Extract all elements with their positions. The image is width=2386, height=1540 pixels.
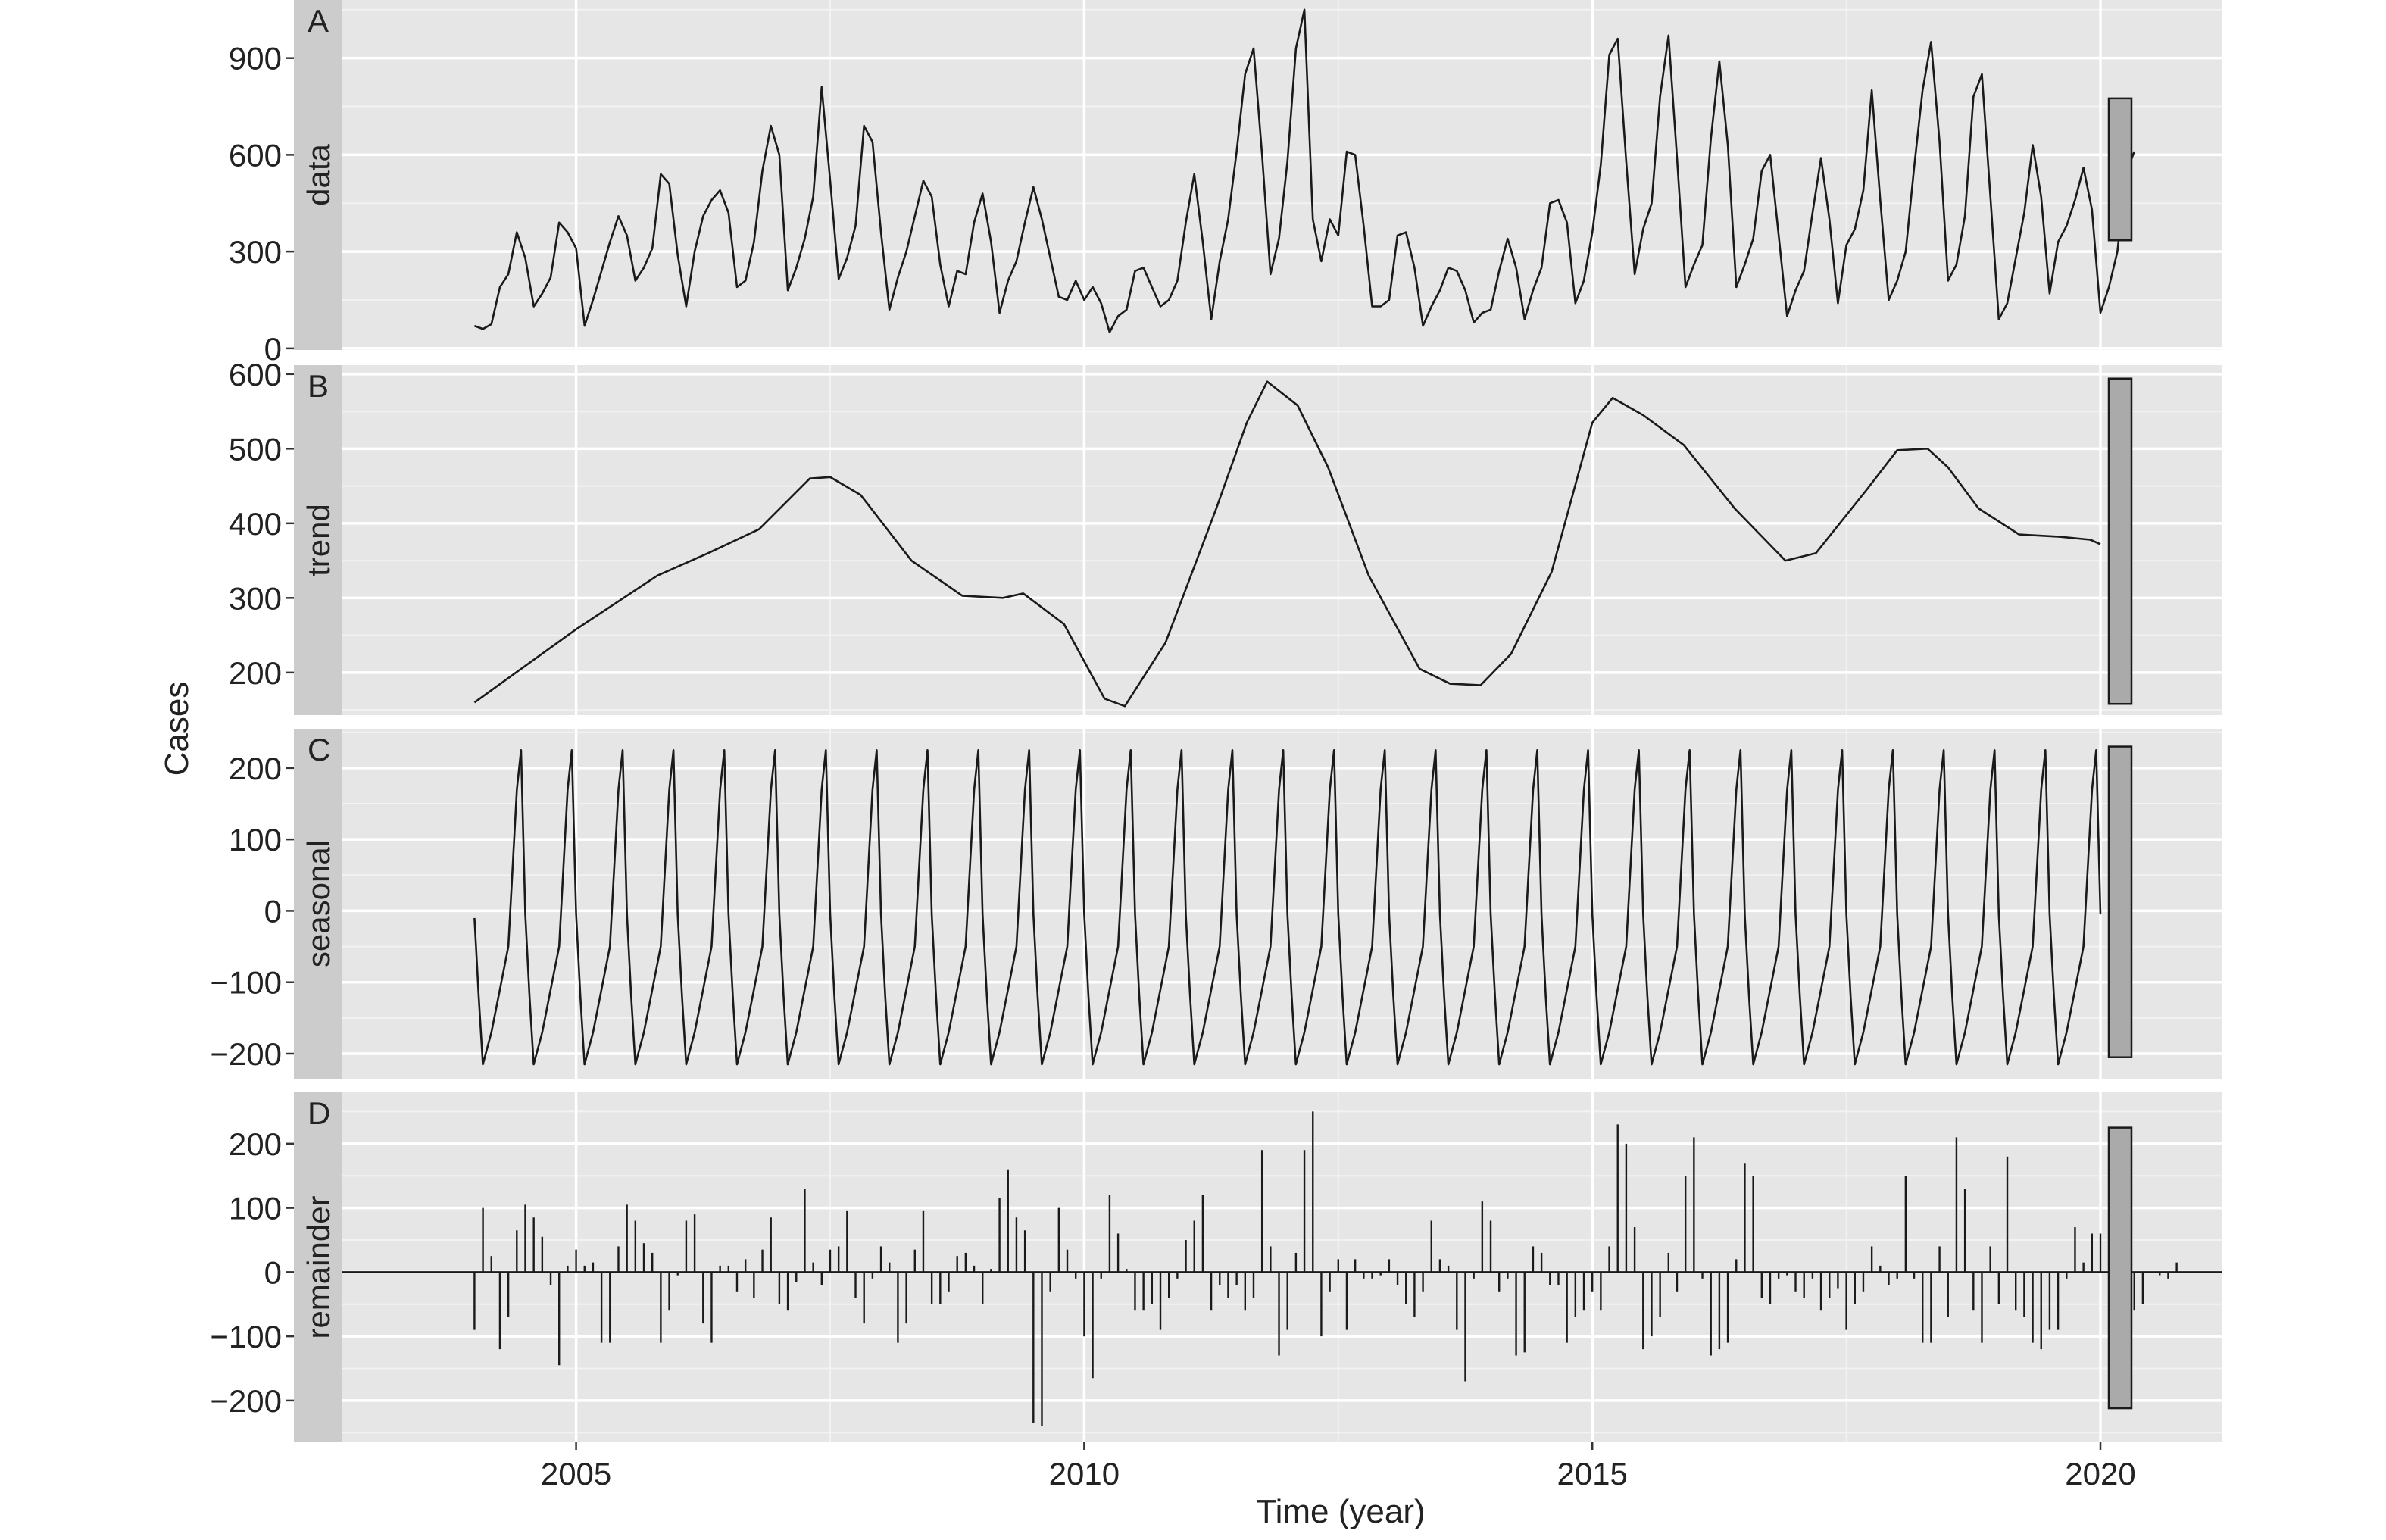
panel-tag-A: A bbox=[308, 3, 329, 39]
panel-background bbox=[342, 1092, 2222, 1442]
y-tick-label: 300 bbox=[229, 234, 282, 270]
y-tick-label: −100 bbox=[210, 965, 282, 1001]
y-tick-label: 600 bbox=[229, 357, 282, 392]
y-tick-label: −200 bbox=[210, 1036, 282, 1072]
scale-bar bbox=[2107, 1126, 2133, 1410]
panel-strip bbox=[294, 0, 342, 350]
y-tick-label: 200 bbox=[229, 655, 282, 691]
y-tick-label: 0 bbox=[264, 331, 282, 367]
panel-trend: trend B 200 300 400 500 600 bbox=[229, 357, 2222, 715]
scale-bar bbox=[2107, 377, 2133, 705]
panel-seasonal: seasonal C 200 100 0 −100 −200 bbox=[210, 729, 2222, 1079]
x-tick-label: 2010 bbox=[1049, 1456, 1120, 1492]
y-tick-label: 100 bbox=[229, 1191, 282, 1226]
x-tick-label: 2020 bbox=[2065, 1456, 2135, 1492]
panel-strip bbox=[294, 1092, 342, 1442]
y-tick-label: 900 bbox=[229, 41, 282, 77]
panel-data: data A 0 300 600 900 bbox=[229, 0, 2222, 367]
scale-bar bbox=[2107, 97, 2133, 242]
panel-strip bbox=[294, 729, 342, 1079]
series-line-data bbox=[473, 8, 2135, 333]
series-line-seasonal bbox=[473, 749, 2102, 1066]
panels-layer: data A 0 300 600 900 trend B 200 300 400 500 600 seas… bbox=[210, 0, 2222, 1442]
y-tick-label: −200 bbox=[210, 1383, 282, 1419]
panel-remainder: remainder D 200 100 0 −100 −200 bbox=[210, 1092, 2222, 1442]
strip-label-remainder: remainder bbox=[301, 1195, 336, 1339]
x-tick-label: 2015 bbox=[1557, 1456, 1627, 1492]
x-axis-title: Time (year) bbox=[1256, 1493, 1425, 1530]
strip-label-trend: trend bbox=[301, 504, 336, 576]
y-tick-label: 100 bbox=[229, 822, 282, 857]
panel-background bbox=[342, 365, 2222, 715]
y-tick-label: 600 bbox=[229, 137, 282, 173]
y-tick-label: 400 bbox=[229, 506, 282, 542]
x-axis: 2005 2010 2015 2020 bbox=[541, 1442, 2136, 1492]
y-tick-label: 200 bbox=[229, 1126, 282, 1162]
y-tick-label: 300 bbox=[229, 580, 282, 616]
x-tick-label: 2005 bbox=[541, 1456, 611, 1492]
scale-bar bbox=[2107, 745, 2133, 1058]
panel-strip bbox=[294, 365, 342, 715]
strip-label-data: data bbox=[301, 143, 336, 205]
y-tick-label: 500 bbox=[229, 431, 282, 467]
y-tick-label: 0 bbox=[264, 1254, 282, 1290]
strip-label-seasonal: seasonal bbox=[301, 840, 336, 967]
y-tick-label: −100 bbox=[210, 1319, 282, 1354]
panel-background bbox=[342, 729, 2222, 1079]
panel-tag-B: B bbox=[308, 368, 329, 404]
y-tick-label: 200 bbox=[229, 751, 282, 786]
y-axis-title: Cases bbox=[158, 682, 195, 776]
panel-tag-D: D bbox=[308, 1095, 330, 1131]
y-tick-label: 0 bbox=[264, 893, 282, 929]
series-line-trend bbox=[473, 380, 2101, 708]
panel-background bbox=[342, 0, 2222, 350]
panel-tag-C: C bbox=[308, 732, 330, 767]
